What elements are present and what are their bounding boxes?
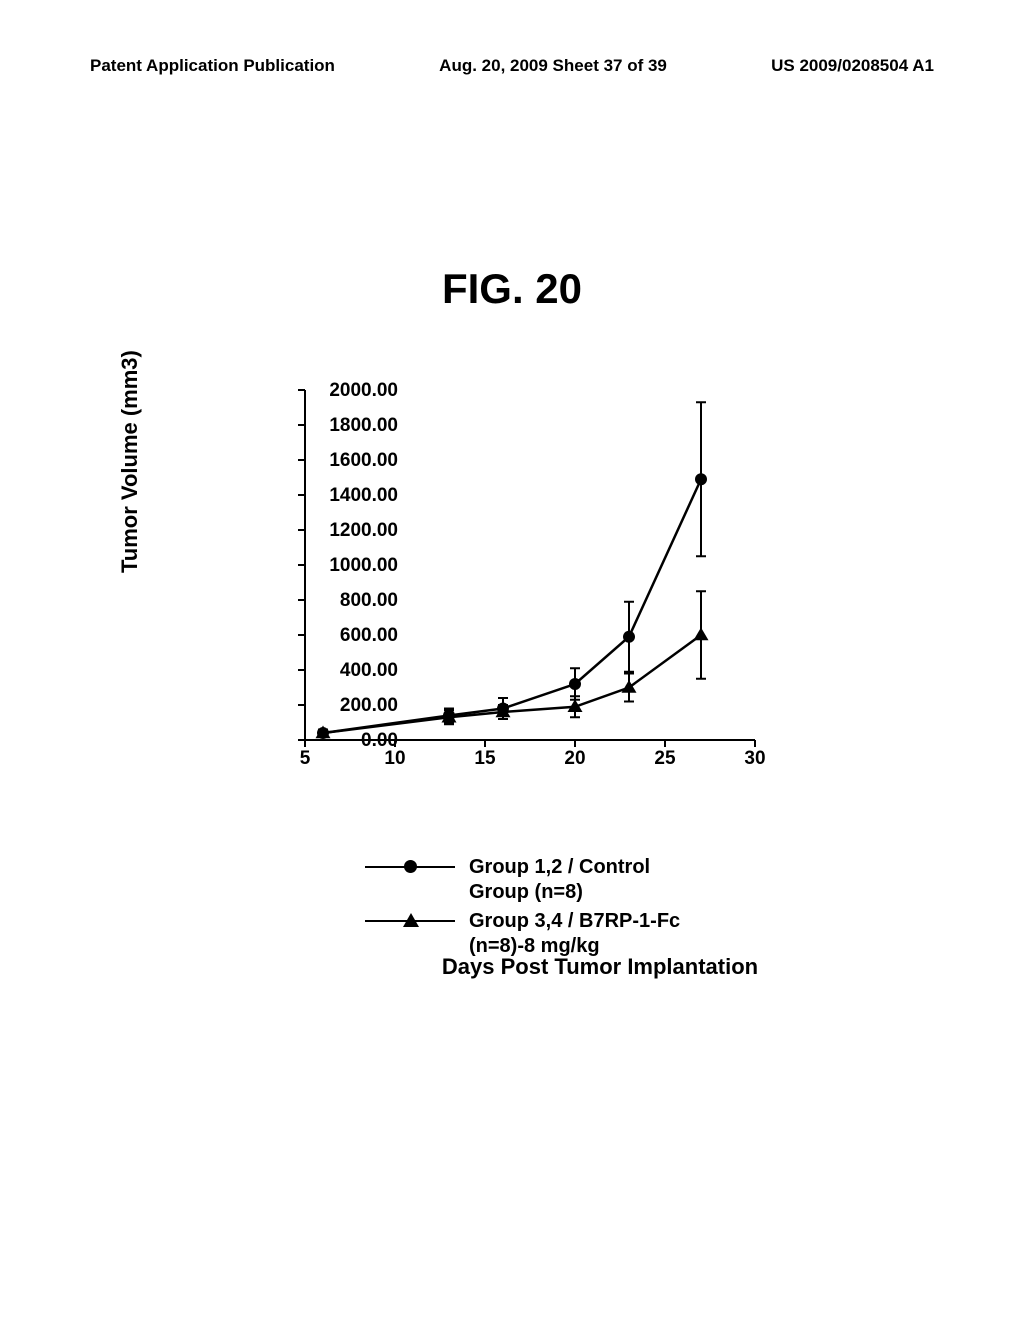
y-tick-label: 1400.00 xyxy=(298,485,398,507)
x-tick-label: 5 xyxy=(285,748,325,955)
legend-item-b7rp: Group 3,4 / B7RP-1-Fc (n=8)-8 mg/kg xyxy=(365,909,680,959)
legend-item-control: Group 1,2 / Control Group (n=8) xyxy=(365,855,680,905)
y-tick-label: 800.00 xyxy=(298,590,398,612)
header-left: Patent Application Publication xyxy=(90,56,335,76)
legend-text-b7rp: Group 3,4 / B7RP-1-Fc (n=8)-8 mg/kg xyxy=(469,909,680,959)
chart-container: Tumor Volume (mm3) 0.00200.00400.00600.0… xyxy=(140,380,860,930)
page-header: Patent Application Publication Aug. 20, … xyxy=(0,56,1024,76)
legend-text-control: Group 1,2 / Control Group (n=8) xyxy=(469,855,650,905)
y-tick-label: 1600.00 xyxy=(298,450,398,472)
y-tick-label: 2000.00 xyxy=(298,380,398,402)
y-tick-label: 600.00 xyxy=(298,625,398,647)
circle-icon xyxy=(404,860,417,873)
legend-marker-circle xyxy=(365,855,455,879)
y-tick-label: 1800.00 xyxy=(298,415,398,437)
y-axis-label: Tumor Volume (mm3) xyxy=(117,350,143,573)
triangle-icon xyxy=(403,913,419,927)
x-tick-label: 30 xyxy=(735,748,775,955)
y-tick-label: 1200.00 xyxy=(298,520,398,542)
y-tick-label: 1000.00 xyxy=(298,555,398,577)
legend-marker-triangle xyxy=(365,909,455,933)
y-tick-label: 400.00 xyxy=(298,660,398,682)
figure-title: FIG. 20 xyxy=(0,265,1024,313)
y-tick-label: 200.00 xyxy=(298,695,398,717)
header-right: US 2009/0208504 A1 xyxy=(771,56,934,76)
header-center: Aug. 20, 2009 Sheet 37 of 39 xyxy=(439,56,667,76)
legend: Group 1,2 / Control Group (n=8) Group 3,… xyxy=(365,855,680,963)
